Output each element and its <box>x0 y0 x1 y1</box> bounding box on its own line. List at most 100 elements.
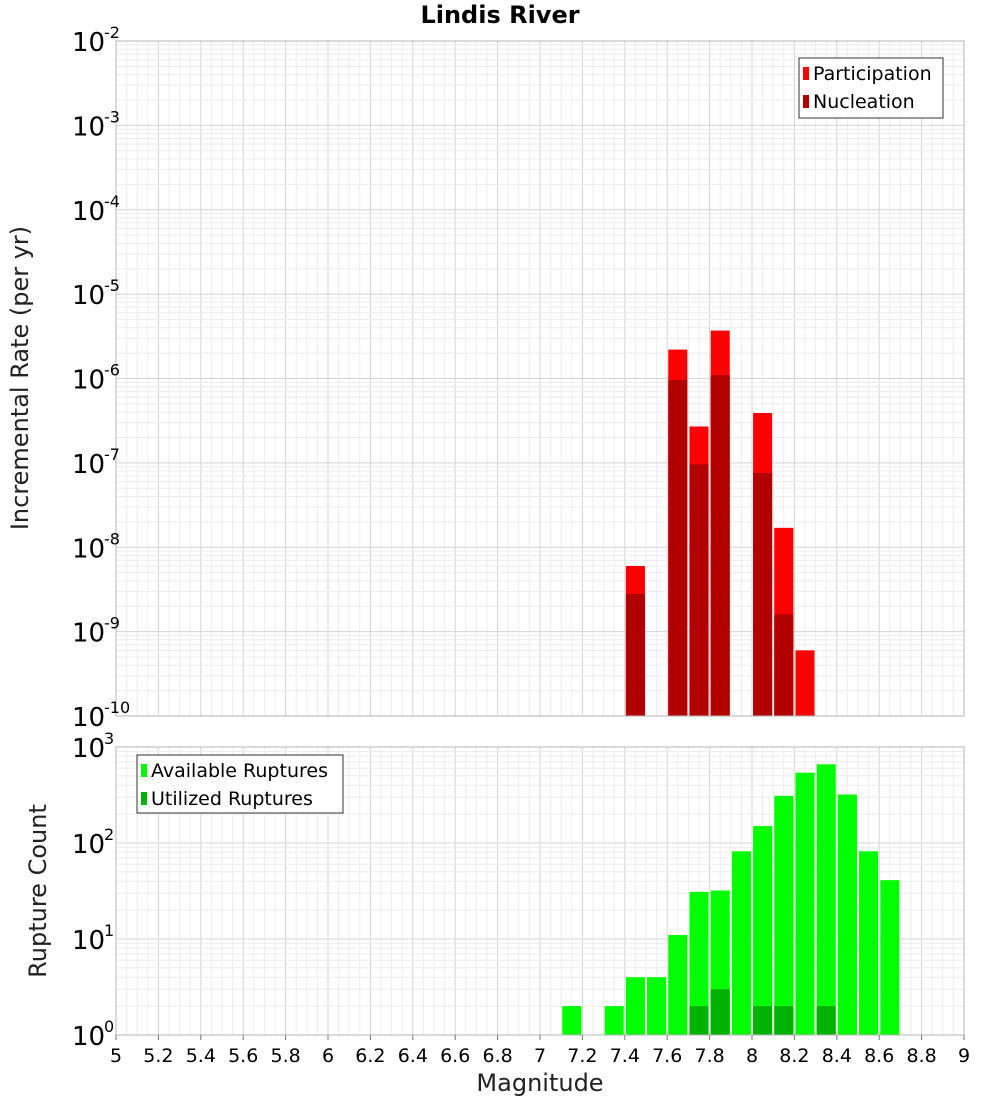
legend-entry: Nucleation <box>813 91 915 113</box>
legend-box <box>136 754 344 814</box>
x-tick-label: 8 <box>746 1045 758 1067</box>
bar-available-ruptures <box>753 826 773 1035</box>
x-tick-label: 5 <box>110 1045 122 1067</box>
y-tick-exponent: 2 <box>104 825 114 844</box>
y-tick-exponent: -8 <box>104 529 120 548</box>
x-tick-label: 6.2 <box>355 1045 385 1067</box>
y-axis-label: Rupture Count <box>24 804 52 978</box>
y-tick-label: 10 <box>72 197 105 227</box>
bar-available-ruptures <box>795 772 815 1035</box>
bar-nucleation <box>625 593 645 716</box>
y-tick-label: 10 <box>72 619 105 649</box>
plot-frame <box>115 40 965 717</box>
x-tick-label: 7.8 <box>694 1045 724 1067</box>
x-tick-label: 7.6 <box>652 1045 682 1067</box>
bar-nucleation <box>753 472 773 716</box>
x-tick-label: 5.6 <box>228 1045 258 1067</box>
bar-nucleation <box>668 379 688 716</box>
bar-available-ruptures <box>562 1006 582 1035</box>
y-axis-label: Incremental Rate (per yr) <box>6 226 34 530</box>
x-axis-label: Magnitude <box>476 1069 603 1097</box>
bar-nucleation <box>710 375 730 716</box>
legend: Available Ruptures Utilized Ruptures <box>136 754 344 814</box>
x-tick-label: 7 <box>534 1045 546 1067</box>
y-tick-label: 10 <box>72 1022 105 1052</box>
y-tick-exponent: -6 <box>104 361 120 380</box>
y-tick-exponent: -4 <box>104 192 120 211</box>
x-tick-label: 6 <box>322 1045 334 1067</box>
y-tick-exponent: -9 <box>104 614 120 633</box>
y-tick-label: 10 <box>72 734 105 764</box>
bar-available-ruptures <box>604 1006 624 1035</box>
x-tick-label: 8.6 <box>864 1045 894 1067</box>
bar-available-ruptures <box>668 935 688 1035</box>
bar-available-ruptures <box>837 794 857 1035</box>
x-tick-label: 5.4 <box>186 1045 216 1067</box>
bar-available-ruptures <box>689 891 709 1035</box>
panel-1: 10-1010-910-810-710-610-510-410-310-2Inc… <box>6 23 965 733</box>
x-tick-label: 8.2 <box>779 1045 809 1067</box>
legend-box <box>798 57 944 119</box>
bar-nucleation <box>689 464 709 716</box>
bar-available-ruptures <box>816 764 836 1035</box>
y-tick-exponent: -10 <box>104 698 130 717</box>
y-tick-exponent: 3 <box>104 729 114 748</box>
x-tick-label: 7.2 <box>567 1045 597 1067</box>
series-1-2 <box>625 375 794 716</box>
y-tick-label: 10 <box>72 926 105 956</box>
y-tick-label: 10 <box>72 450 105 480</box>
legend-entry: Utilized Ruptures <box>151 788 313 810</box>
x-tick-label: 6.6 <box>440 1045 470 1067</box>
x-tick-label: 6.4 <box>398 1045 428 1067</box>
legend-swatch <box>803 95 809 108</box>
legend-entry: Available Ruptures <box>151 760 328 782</box>
series-2-2 <box>689 989 836 1035</box>
x-tick-label: 9 <box>958 1045 970 1067</box>
bar-utilized-ruptures <box>816 1006 836 1035</box>
y-tick-exponent: -5 <box>104 276 120 295</box>
legend: Participation Nucleation <box>798 57 944 119</box>
bar-available-ruptures <box>647 977 667 1035</box>
chart-title: Lindis River <box>420 1 579 29</box>
x-tick-label: 6.8 <box>482 1045 512 1067</box>
bar-nucleation <box>774 614 794 716</box>
x-tick-label: 5.8 <box>270 1045 300 1067</box>
bar-utilized-ruptures <box>753 1006 773 1035</box>
bar-utilized-ruptures <box>689 1006 709 1035</box>
legend-swatch <box>141 764 147 777</box>
horizontal-gridlines <box>116 44 964 692</box>
bar-available-ruptures <box>774 795 794 1035</box>
legend-swatch <box>803 67 809 80</box>
y-tick-exponent: 0 <box>104 1017 114 1036</box>
x-tick-label: 8.8 <box>906 1045 936 1067</box>
bar-available-ruptures <box>625 977 645 1035</box>
legend-entry: Participation <box>813 63 932 85</box>
legend-swatch <box>141 792 147 805</box>
bar-available-ruptures <box>880 880 900 1035</box>
bar-utilized-ruptures <box>774 1006 794 1035</box>
bar-available-ruptures <box>731 851 751 1035</box>
y-tick-exponent: -7 <box>104 445 120 464</box>
y-tick-label: 10 <box>72 28 105 58</box>
y-tick-label: 10 <box>72 534 105 564</box>
x-tick-labels: 5 5.2 5.4 5.6 5.8 6 6.2 6.4 6.6 6.8 7 7.2 7.4 7.6 7.8 8… <box>110 1035 970 1067</box>
y-tick-label: 10 <box>72 830 105 860</box>
y-tick-exponent: -3 <box>104 107 120 126</box>
y-tick-label: 10 <box>72 281 105 311</box>
x-tick-label: 7.4 <box>610 1045 640 1067</box>
x-tick-label: 5.2 <box>143 1045 173 1067</box>
y-tick-label: 10 <box>72 112 105 142</box>
x-tick-label: 8.4 <box>822 1045 852 1067</box>
y-tick-label: 10 <box>72 703 105 733</box>
y-tick-label: 10 <box>72 366 105 396</box>
bar-participation <box>795 650 815 716</box>
y-tick-exponent: 1 <box>104 921 114 940</box>
bar-available-ruptures <box>859 851 879 1035</box>
y-tick-exponent: -2 <box>104 23 120 42</box>
bar-utilized-ruptures <box>710 989 730 1035</box>
series-2-1 <box>562 764 900 1035</box>
